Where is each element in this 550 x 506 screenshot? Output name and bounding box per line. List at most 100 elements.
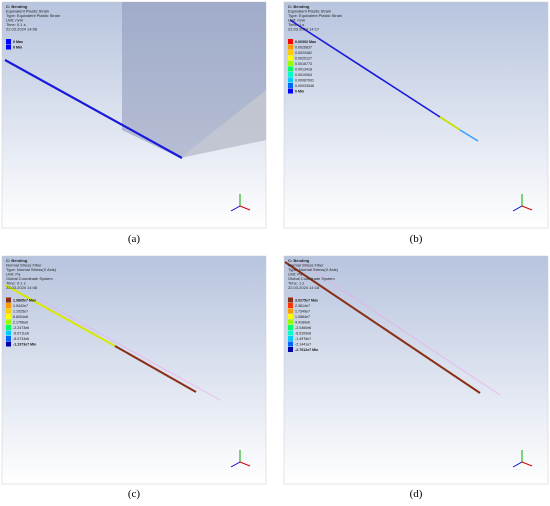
- legend-swatch: [6, 308, 11, 314]
- legend-label: -2.7912e7 Min: [295, 348, 318, 352]
- legend-label: 0 Min: [13, 46, 22, 50]
- legend-label: -8.5109e6: [295, 332, 311, 336]
- legend-label: -2.0460e6: [295, 326, 311, 330]
- legend-label: 1.5442e7: [13, 304, 28, 308]
- legend-swatch: [288, 72, 293, 77]
- header-line: Time: 1 s: [288, 281, 304, 286]
- deformed-shape: [39, 299, 221, 401]
- triad: [512, 194, 533, 212]
- legend-label: 0.0016773: [295, 62, 312, 66]
- legend-label: -6.6711e6: [13, 332, 29, 336]
- legend-label: 1.0884e7: [295, 315, 310, 319]
- header-line: Time: 0.1 s: [6, 281, 26, 286]
- legend-swatch: [288, 44, 293, 50]
- legend-label: 4.4189e6: [295, 321, 310, 325]
- legend-swatch: [288, 319, 293, 325]
- header-line: Type: Equivalent Plastic Strain: [288, 13, 342, 18]
- legend-swatch: [288, 55, 293, 61]
- header-line: Unit: m/m: [288, 18, 306, 23]
- legend-swatch: [288, 50, 293, 55]
- legend-label: 1.1025e7: [13, 310, 28, 314]
- legend-label: 0.00033546: [295, 84, 314, 88]
- beam: [284, 261, 481, 394]
- header-line: Unit: m/m: [6, 18, 24, 23]
- legend-label: 0.00067091: [295, 79, 314, 83]
- header-line: C: Bending: [6, 4, 28, 9]
- legend-label: 2.3814e7: [295, 304, 310, 308]
- header-line: C: Bending: [288, 258, 310, 263]
- legend-swatch: [288, 325, 293, 330]
- legend-label: -8.0734e6: [13, 337, 29, 341]
- legend-swatch: [6, 314, 11, 319]
- legend-label: 0.0023482: [295, 51, 312, 55]
- panel-b: [283, 1, 549, 229]
- deformed-shape: [299, 261, 501, 396]
- header-line: Type: Normal Stress(X Axis): [288, 267, 339, 272]
- legend-label: 0 Max: [13, 40, 23, 44]
- header-line: C: Bending: [6, 258, 28, 263]
- header-line: Global Coordinate System: [288, 276, 335, 281]
- legend-swatch: [6, 341, 11, 347]
- body-face: [180, 90, 266, 158]
- legend-label: 0.00302 Max: [295, 40, 316, 44]
- legend-swatch: [6, 336, 11, 341]
- header-line: C: Bending: [288, 4, 310, 9]
- legend-label: 0.0026837: [295, 46, 312, 50]
- header-line: 22.03.2024 14:08: [6, 285, 38, 290]
- panel-label: (a): [128, 233, 141, 245]
- legend-label: 0.0020127: [295, 57, 312, 61]
- legend-label: 3.0275e7 Max: [295, 299, 318, 303]
- legend-swatch: [288, 297, 293, 303]
- legend-label: -2.2473e6: [13, 326, 29, 330]
- beam: [4, 59, 183, 159]
- legend-swatch: [6, 303, 11, 308]
- legend-swatch: [288, 303, 293, 308]
- triad: [230, 194, 251, 212]
- legend-label: -2.1441e7: [295, 343, 311, 347]
- panel-d: [283, 255, 549, 485]
- legend-label: 1.9865e7 Max: [13, 299, 36, 303]
- header-line: Global Coordinate System: [6, 276, 53, 281]
- header-line: Time: 1 s: [288, 22, 304, 27]
- legend-swatch: [288, 308, 293, 314]
- header-line: Equivalent Plastic Strain: [6, 9, 49, 14]
- header-line: Type: Equivalent Plastic Strain: [6, 13, 60, 18]
- header-line: 22.03.2024 14:06: [6, 27, 38, 32]
- legend-label: 0.0010064: [295, 73, 312, 77]
- legend-swatch: [288, 341, 293, 347]
- legend-swatch: [288, 83, 293, 88]
- header-line: Normal Stress Fiber: [288, 263, 324, 268]
- legend-swatch: [288, 88, 293, 94]
- beam: [289, 19, 441, 118]
- panel-label: (d): [410, 488, 423, 500]
- legend-swatch: [6, 39, 11, 44]
- legend-swatch: [288, 39, 293, 44]
- legend-swatch: [288, 330, 293, 336]
- panel-label: (c): [128, 488, 141, 500]
- legend-label: 0 Min: [295, 90, 304, 94]
- legend-swatch: [6, 325, 11, 330]
- legend-swatch: [288, 314, 293, 319]
- triad: [512, 450, 533, 468]
- beam: [114, 345, 197, 393]
- legend-label: 1.7349e7: [295, 310, 310, 314]
- header-line: Normal Stress Fiber: [6, 263, 42, 268]
- beam: [4, 284, 116, 347]
- legend-label: -1.4976e7: [295, 337, 311, 341]
- header-line: 22.03.2024 14:18: [288, 285, 320, 290]
- legend-label: 2.1766e6: [13, 321, 28, 325]
- legend-swatch: [288, 61, 293, 66]
- header-line: Time: 0.1 s: [6, 22, 26, 27]
- legend-swatch: [288, 77, 293, 83]
- legend-swatch: [288, 336, 293, 341]
- legend-swatch: [6, 297, 11, 303]
- legend-label: -1.2373e7 Min: [13, 343, 36, 347]
- header-line: Unit: Pa: [288, 272, 303, 277]
- beam: [439, 116, 461, 131]
- legend-label: 0.0013418: [295, 68, 312, 72]
- legend-swatch: [288, 66, 293, 72]
- legend-label: 6.6004e6: [13, 315, 28, 319]
- legend-swatch: [6, 44, 11, 50]
- beam: [459, 129, 479, 142]
